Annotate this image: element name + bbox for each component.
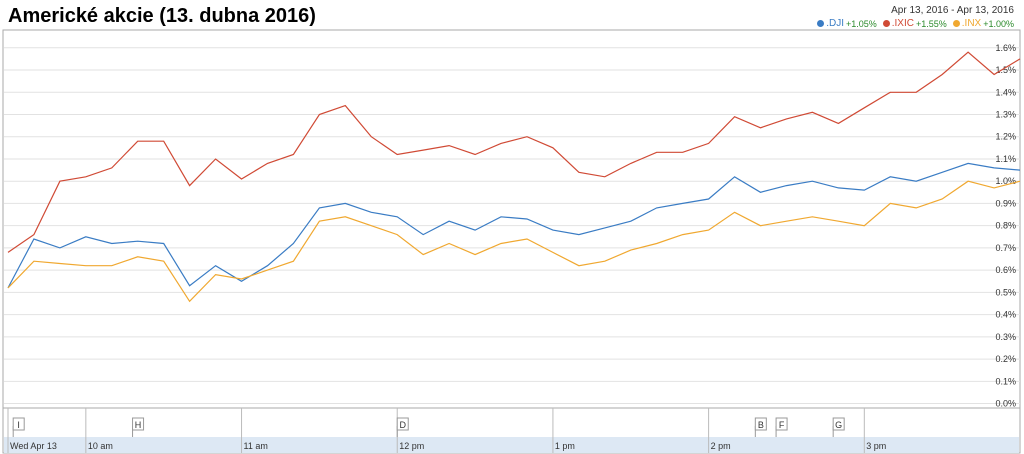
y-tick-label: 0.3% (995, 332, 1016, 342)
x-tick-label: 12 pm (399, 441, 424, 451)
series-line (7, 51, 1021, 253)
x-tick-label: Wed Apr 13 (10, 441, 57, 451)
y-tick-label: 0.0% (995, 399, 1016, 409)
time-bar (4, 437, 1019, 453)
flag (775, 417, 788, 431)
y-tick-label: 0.9% (995, 198, 1016, 208)
legend-change: +1.05% (845, 18, 877, 29)
y-tick-label: 0.5% (995, 287, 1016, 297)
x-tick-label: 10 am (88, 441, 113, 451)
y-tick-label: 1.3% (995, 109, 1016, 119)
flag (12, 417, 25, 431)
x-tick-label: 2 pm (711, 441, 731, 451)
flag-label: I (17, 420, 20, 430)
y-tick-label: 1.1% (995, 154, 1016, 164)
y-tick-label: 1.5% (995, 65, 1016, 75)
legend-change: +1.00% (983, 18, 1014, 29)
chart-title: Americké akcie (13. dubna 2016) (8, 5, 316, 27)
y-tick-label: 1.6% (995, 43, 1016, 53)
legend-label: .DJI (826, 18, 844, 29)
flag-label: F (779, 420, 785, 430)
legend-swatch (882, 20, 890, 27)
flag (754, 417, 767, 431)
series-line (7, 180, 1021, 303)
y-tick-label: 0.4% (995, 310, 1016, 320)
y-tick-label: 1.0% (995, 176, 1016, 186)
y-tick-label: 0.1% (995, 376, 1016, 386)
legend: .DJI +1.05% .IXIC +1.55% .INX +1.00% (817, 18, 1014, 29)
flag-label: D (399, 420, 406, 430)
x-tick-label: 3 pm (866, 441, 886, 451)
legend-change: +1.55% (915, 18, 947, 29)
x-tick-label: 11 am (244, 441, 268, 451)
y-tick-label: 0.2% (995, 354, 1016, 364)
y-tick-label: 0.7% (995, 243, 1016, 253)
flag (132, 417, 145, 431)
flag (396, 417, 409, 431)
flag (832, 417, 845, 431)
date-range: Apr 13, 2016 - Apr 13, 2016 (891, 5, 1014, 16)
legend-label: .IXIC (891, 18, 914, 29)
legend-entry: .INX +1.00% (952, 18, 1014, 29)
legend-entry: .IXIC +1.55% (882, 18, 947, 29)
flag-label: G (835, 420, 842, 430)
flag-label: B (758, 420, 764, 430)
x-tick-label: 1 pm (555, 441, 575, 451)
flag-label: H (135, 420, 142, 430)
legend-label: .INX (961, 18, 982, 29)
y-tick-label: 1.4% (995, 87, 1016, 97)
legend-swatch (817, 20, 825, 27)
legend-swatch (952, 20, 960, 27)
series-line (7, 162, 1021, 289)
legend-entry: .DJI +1.05% (817, 18, 877, 29)
y-tick-label: 0.8% (995, 221, 1016, 231)
y-tick-label: 0.6% (995, 265, 1016, 275)
y-tick-label: 1.2% (995, 132, 1016, 142)
